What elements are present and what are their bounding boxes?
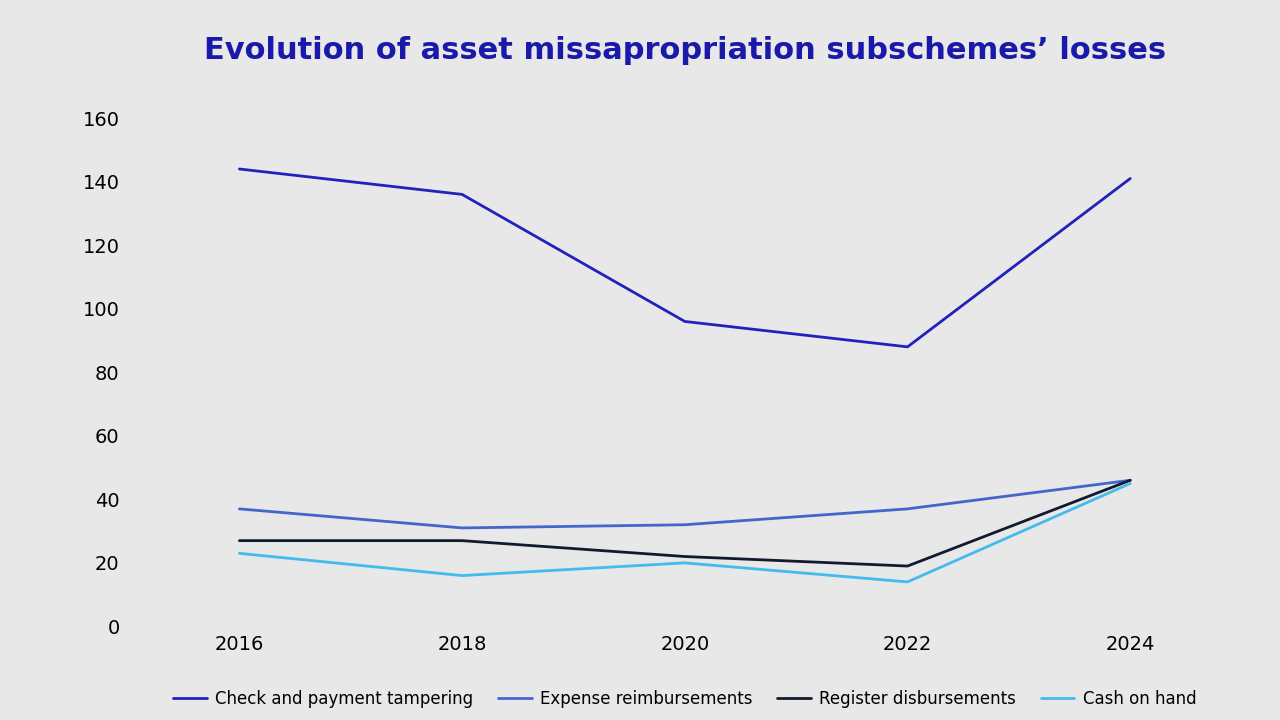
Register disbursements bbox=[1123, 476, 1138, 485]
Check and payment tampering bbox=[1123, 174, 1138, 183]
Register disbursements bbox=[677, 552, 692, 561]
Expense reimbursements bbox=[454, 523, 470, 532]
Cash on hand bbox=[900, 577, 915, 586]
Check and payment tampering bbox=[232, 165, 247, 174]
Expense reimbursements bbox=[1123, 476, 1138, 485]
Cash on hand bbox=[677, 559, 692, 567]
Expense reimbursements bbox=[677, 521, 692, 529]
Cash on hand bbox=[1123, 479, 1138, 487]
Cash on hand bbox=[454, 571, 470, 580]
Check and payment tampering bbox=[900, 343, 915, 351]
Register disbursements bbox=[900, 562, 915, 570]
Expense reimbursements bbox=[900, 505, 915, 513]
Line: Register disbursements: Register disbursements bbox=[239, 480, 1130, 566]
Cash on hand bbox=[232, 549, 247, 558]
Line: Expense reimbursements: Expense reimbursements bbox=[239, 480, 1130, 528]
Legend: Check and payment tampering, Expense reimbursements, Register disbursements, Cas: Check and payment tampering, Expense rei… bbox=[166, 683, 1203, 715]
Line: Check and payment tampering: Check and payment tampering bbox=[239, 169, 1130, 347]
Expense reimbursements bbox=[232, 505, 247, 513]
Check and payment tampering bbox=[454, 190, 470, 199]
Line: Cash on hand: Cash on hand bbox=[239, 483, 1130, 582]
Title: Evolution of asset missapropriation subschemes’ losses: Evolution of asset missapropriation subs… bbox=[204, 35, 1166, 65]
Register disbursements bbox=[454, 536, 470, 545]
Register disbursements bbox=[232, 536, 247, 545]
Check and payment tampering bbox=[677, 317, 692, 325]
